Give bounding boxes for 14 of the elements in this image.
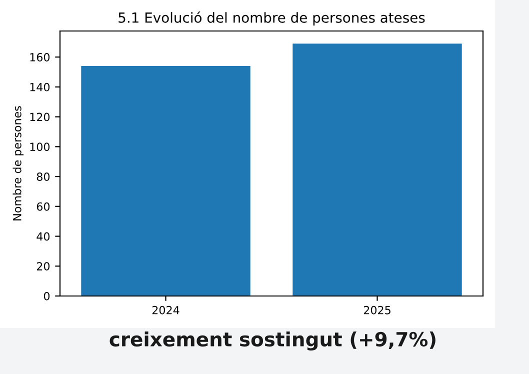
y-tick-label: 40	[36, 232, 50, 241]
y-tick-label: 0	[44, 292, 50, 300]
y-tick-label: 140	[30, 82, 50, 92]
y-tick-label: 20	[36, 262, 50, 271]
y-tick-label: 80	[36, 172, 50, 181]
y-tick-label: 120	[30, 112, 50, 122]
y-tick-label: 100	[30, 142, 50, 152]
y-tick-label: 60	[36, 202, 50, 211]
chart-title: 5.1 Evolució del nombre de persones ateses	[118, 12, 425, 26]
y-tick-label: 160	[30, 53, 50, 62]
x-tick-label: 2024	[152, 306, 180, 314]
x-tick-label: 2025	[364, 306, 390, 314]
y-axis-title: Nombre de persones	[12, 106, 24, 220]
text: creixement sostingut (+9,7%)	[110, 332, 436, 350]
